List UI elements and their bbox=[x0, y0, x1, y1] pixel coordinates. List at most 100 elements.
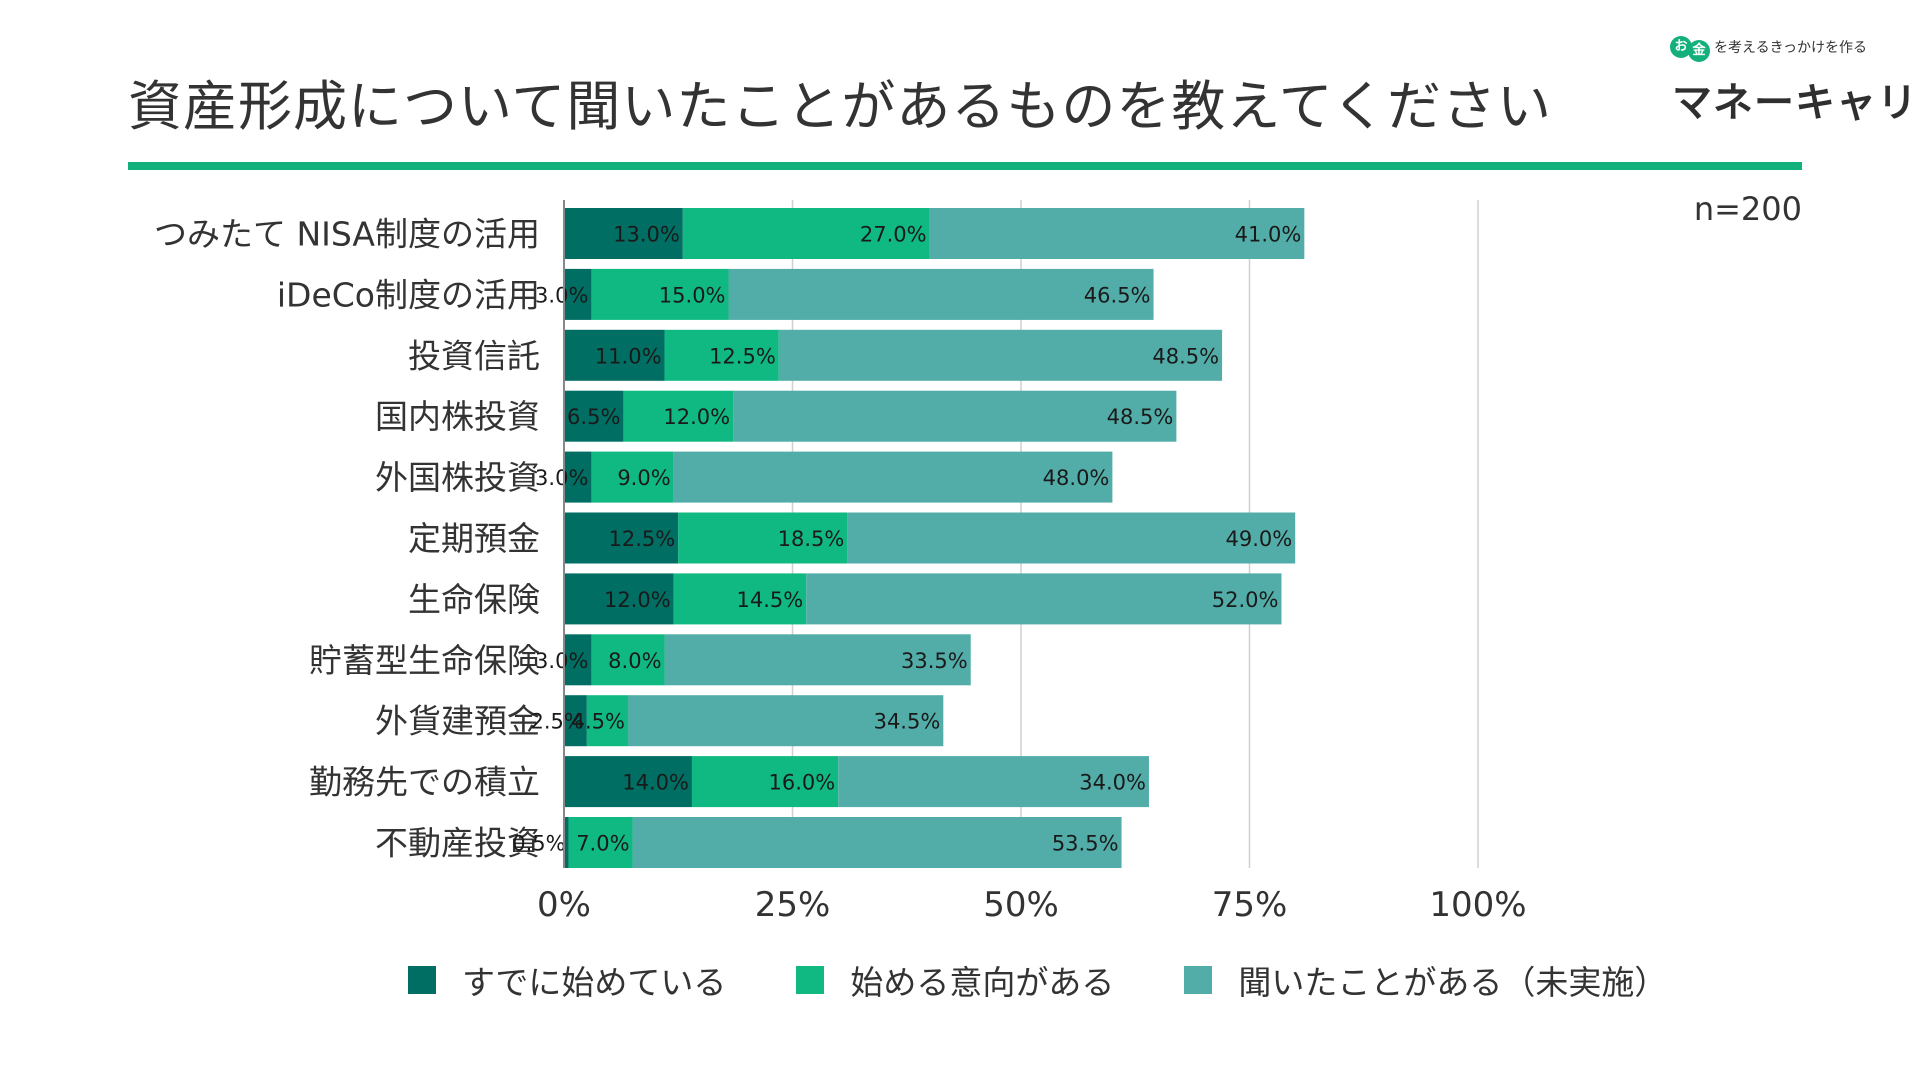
data-label: 52.0% bbox=[1212, 588, 1279, 612]
data-label: 9.0% bbox=[617, 466, 670, 490]
sample-size-label: n=200 bbox=[1693, 190, 1802, 228]
x-tick-label: 50% bbox=[983, 885, 1059, 925]
data-label: 0.5% bbox=[512, 832, 565, 856]
bar-segment bbox=[564, 573, 674, 625]
data-label: 3.0% bbox=[535, 466, 588, 490]
title-underline bbox=[128, 162, 1802, 170]
logo-wordmark: マネーキャリア bbox=[1672, 80, 1920, 126]
bar-segment bbox=[591, 268, 729, 320]
data-label: 14.5% bbox=[736, 588, 803, 612]
bar-segment bbox=[778, 329, 1223, 381]
bar-segment bbox=[664, 634, 971, 686]
data-label: 7.0% bbox=[576, 832, 629, 856]
legend-label-intend: 始める意向がある bbox=[850, 963, 1115, 1002]
category-label: 不動産投資 bbox=[375, 824, 540, 863]
bar-segment bbox=[678, 512, 848, 564]
x-tick-label: 100% bbox=[1429, 885, 1526, 925]
bar-segment bbox=[564, 756, 692, 808]
data-label: 11.0% bbox=[595, 344, 662, 368]
bar-segment bbox=[627, 695, 944, 747]
data-label: 14.0% bbox=[622, 771, 689, 795]
data-label: 18.5% bbox=[778, 527, 845, 551]
bar-segment bbox=[568, 817, 633, 868]
bar-segment bbox=[733, 390, 1177, 442]
data-label: 49.0% bbox=[1225, 527, 1292, 551]
data-label: 12.0% bbox=[604, 588, 671, 612]
category-label: 勤務先での積立 bbox=[309, 763, 540, 802]
bar-segment bbox=[564, 208, 683, 259]
bar-segment bbox=[564, 451, 592, 503]
data-label: 4.5% bbox=[572, 710, 625, 734]
bar-segment bbox=[564, 695, 587, 747]
legend-item-heard: 聞いたことがある（未実施） bbox=[1184, 956, 1667, 1004]
bar-segment bbox=[673, 451, 1113, 503]
data-label: 41.0% bbox=[1235, 223, 1302, 247]
legend-swatch-intend bbox=[796, 966, 825, 994]
x-tick-label: 0% bbox=[537, 885, 591, 925]
brand-logo: お 金 を考えるきっかけを作る マネーキャリア bbox=[1670, 32, 1920, 126]
data-label: 16.0% bbox=[768, 771, 835, 795]
data-label: 34.5% bbox=[874, 710, 941, 734]
data-label: 34.0% bbox=[1079, 771, 1146, 795]
data-label: 8.0% bbox=[608, 649, 661, 673]
bar-segment bbox=[806, 573, 1282, 625]
x-tick-label: 25% bbox=[755, 885, 831, 925]
data-label: 12.0% bbox=[663, 405, 730, 429]
bar-segment bbox=[591, 634, 665, 686]
bar-segment bbox=[682, 208, 930, 259]
data-label: 3.0% bbox=[535, 649, 588, 673]
category-label: 国内株投資 bbox=[375, 397, 540, 436]
category-label: 定期預金 bbox=[408, 519, 540, 558]
bar-segment bbox=[564, 390, 624, 442]
x-tick-label: 75% bbox=[1212, 885, 1288, 925]
bar-segment bbox=[673, 573, 807, 625]
data-label: 33.5% bbox=[901, 649, 968, 673]
data-label: 12.5% bbox=[709, 344, 776, 368]
legend-item-started: すでに始めている bbox=[408, 956, 726, 1004]
bar-segment bbox=[564, 817, 569, 868]
logo-circle-o: お bbox=[1670, 36, 1692, 58]
legend-label-started: すでに始めている bbox=[462, 963, 727, 1002]
bar-segment bbox=[691, 756, 839, 808]
category-label: 貯蓄型生命保険 bbox=[309, 641, 540, 680]
stacked-bar-chart: つみたて NISA制度の活用 13.0% 27.0% 41.0% iDeCo制度の活用 3… bbox=[154, 200, 1527, 925]
category-label: 外国株投資 bbox=[375, 458, 540, 497]
bar-segment bbox=[728, 268, 1154, 320]
logo-tagline: お 金 を考えるきっかけを作る bbox=[1670, 32, 1867, 62]
bar-segment bbox=[564, 634, 592, 686]
logo-circle-kin: 金 bbox=[1688, 40, 1710, 62]
legend-label-heard: 聞いたことがある（未実施） bbox=[1238, 963, 1668, 1002]
data-label: 53.5% bbox=[1052, 832, 1119, 856]
data-label: 27.0% bbox=[860, 223, 927, 247]
bar-segment bbox=[847, 512, 1296, 564]
logo-tagline-text: を考えるきっかけを作る bbox=[1714, 40, 1868, 56]
bar-segment bbox=[564, 512, 679, 564]
bar-segment bbox=[564, 268, 592, 320]
data-label: 48.5% bbox=[1152, 344, 1219, 368]
bar-segment bbox=[929, 208, 1305, 259]
bar-segment bbox=[623, 390, 734, 442]
data-label: 6.5% bbox=[567, 405, 620, 429]
category-label: つみたて NISA制度の活用 bbox=[154, 215, 540, 254]
legend-swatch-heard bbox=[1184, 966, 1213, 994]
category-label: iDeCo制度の活用 bbox=[277, 275, 540, 314]
bar-segment bbox=[664, 329, 779, 381]
bar-segment bbox=[586, 695, 628, 747]
chart-legend: すでに始めている 始める意向がある 聞いたことがある（未実施） bbox=[408, 956, 1737, 1004]
data-label: 13.0% bbox=[613, 223, 680, 247]
bar-segment bbox=[591, 451, 674, 503]
legend-item-intend: 始める意向がある bbox=[796, 956, 1114, 1004]
data-label: 48.5% bbox=[1107, 405, 1174, 429]
data-label: 12.5% bbox=[609, 527, 676, 551]
legend-swatch-started bbox=[408, 966, 436, 994]
data-label: 2.5% bbox=[530, 710, 583, 734]
data-label: 15.0% bbox=[659, 283, 726, 307]
bar-segment bbox=[838, 756, 1149, 808]
page-title: 資産形成について聞いたことがあるものを教えてください bbox=[128, 75, 1553, 138]
data-label: 48.0% bbox=[1043, 466, 1110, 490]
category-label: 生命保険 bbox=[408, 580, 540, 619]
data-label: 46.5% bbox=[1084, 283, 1151, 307]
bar-segment bbox=[564, 329, 665, 381]
category-label: 外貨建預金 bbox=[375, 702, 540, 741]
